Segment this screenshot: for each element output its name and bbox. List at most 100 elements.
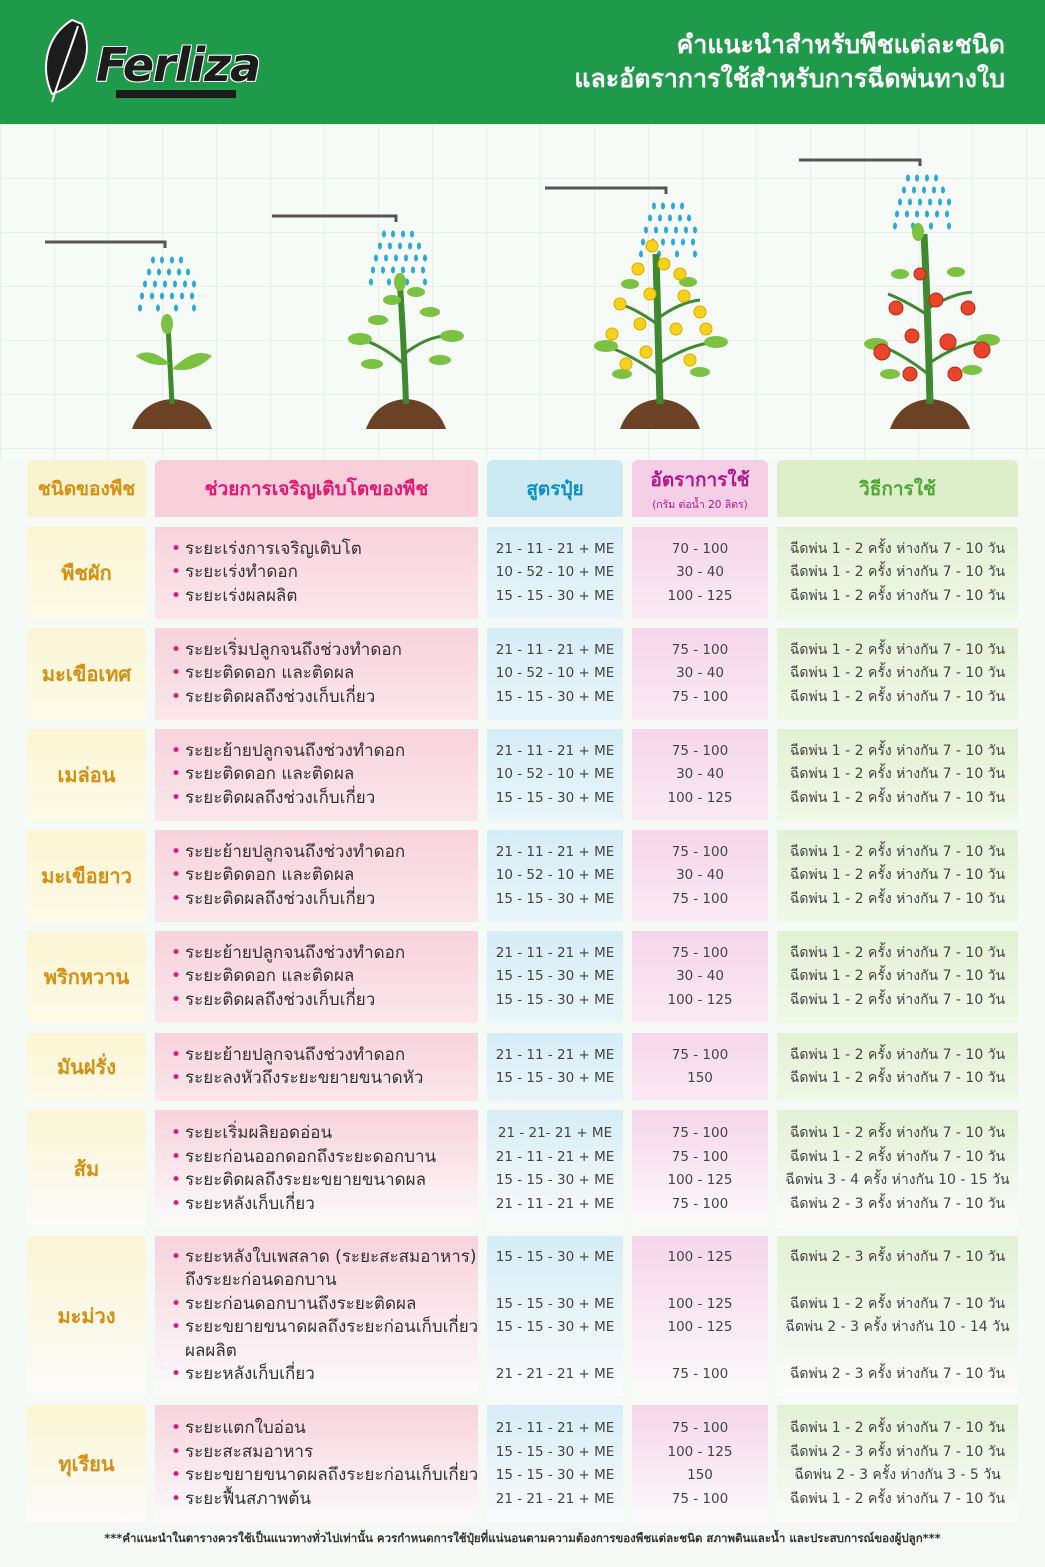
formula-value: 15 - 15 - 30 + ME [495,1467,615,1483]
header-formula: สูตรปุ๋ย [487,460,623,517]
method-value: ฉีดพ่น 1 - 2 ครั้ง ห่างกัน 7 - 10 วัน [789,1490,1006,1507]
stage-item: ระยะติดดอก และติดผล [171,662,478,686]
stage-item: ระยะเริ่มผลิยอดอ่อน [171,1122,478,1146]
rate-value: 30 - 40 [676,968,724,985]
formula-value: 15 - 15 - 30 + ME [495,968,615,985]
cell-formulas: 21 - 11 - 21 + ME 15 - 15 - 30 + ME 15 - 1… [487,1405,623,1523]
stage-item: ระยะลงหัวถึงระยะขยายขนาดหัว [171,1067,478,1091]
rate-value: 30 - 40 [676,766,724,783]
rate-value: 100 - 125 [667,1172,733,1188]
brand-logo: Ferliza [38,16,261,108]
stage-item: ระยะหลังใบเพสลาด (ระยะสะสมอาหาร) [171,1246,478,1270]
cell-formulas: 21 - 11 - 21 + ME 15 - 15 - 30 + ME 15 - 1… [487,931,623,1023]
method-value: ฉีดพ่น 3 - 4 ครั้ง ห่างกัน 10 - 15 วัน [785,1172,1010,1188]
stage-item: ระยะติดดอก และติดผล [171,864,478,888]
crop-name: มะเขือเทศ [41,662,132,686]
formula-value: 21 - 21- 21 + ME [497,1125,613,1141]
cell-methods: ฉีดพ่น 1 - 2 ครั้ง ห่างกัน 7 - 10 วันฉีด… [777,628,1018,720]
cell-crop: พริกหวาน [27,931,146,1023]
method-value: ฉีดพ่น 2 - 3 ครั้ง ห่างกัน 7 - 10 วัน [789,1366,1006,1382]
method-value: ฉีดพ่น 1 - 2 ครั้ง ห่างกัน 7 - 10 วัน [789,688,1006,705]
rate-value: 150 [687,1467,713,1483]
rate-value: 75 - 100 [671,1366,729,1382]
crop-name: มะเขือยาว [41,864,132,888]
method-value: ฉีดพ่น 1 - 2 ครั้ง ห่างกัน 7 - 10 วัน [789,766,1006,783]
stage-item: ระยะก่อนดอกบานถึงระยะติดผล [171,1293,478,1317]
cell-formulas: 21 - 11 - 21 + ME 10 - 52 - 10 + ME 15 - 1… [487,527,623,619]
rate-value: 100 - 125 [667,991,733,1008]
stage-item: ระยะฟื้นสภาพต้น [171,1488,478,1512]
method-value: ฉีดพ่น 1 - 2 ครั้ง ห่างกัน 7 - 10 วัน [789,1420,1006,1436]
cell-stages: ระยะย้ายปลูกจนถึงช่วงทำดอกระยะติดดอก และ… [155,931,478,1023]
crop-name: มะม่วง [57,1304,116,1328]
cell-methods: ฉีดพ่น 1 - 2 ครั้ง ห่างกัน 7 - 10 วันฉีด… [777,830,1018,922]
rate-value: 30 - 40 [676,665,724,682]
formula-value: 21 - 11 - 21 + ME [495,944,615,961]
header-rate-label: อัตราการใช้ [650,468,750,491]
method-value: ฉีดพ่น 1 - 2 ครั้ง ห่างกัน 7 - 10 วัน [789,843,1006,860]
method-value: ฉีดพ่น 1 - 2 ครั้ง ห่างกัน 7 - 10 วัน [789,1046,1006,1063]
method-value: ฉีดพ่น 1 - 2 ครั้ง ห่างกัน 7 - 10 วัน [789,641,1006,658]
method-value: ฉีดพ่น 1 - 2 ครั้ง ห่างกัน 7 - 10 วัน [789,890,1006,907]
leaf-icon [45,18,88,103]
rate-value: 75 - 100 [671,1046,729,1063]
stage-item: ระยะขยายขนาดผลถึงระยะก่อนเก็บเกี่ยว [171,1464,478,1488]
stage-item: ระยะแตกใบอ่อน [171,1417,478,1441]
cell-formulas: 21 - 11 - 21 + ME 10 - 52 - 10 + ME 15 - 1… [487,729,623,821]
cell-crop: พืชผัก [27,527,146,619]
cell-formulas: 21 - 11 - 21 + ME 10 - 52 - 10 + ME 15 - 1… [487,830,623,922]
crop-name: เมล่อน [57,763,116,787]
growth-stages-graphic [45,158,1000,429]
cell-crop: มะม่วง [27,1236,146,1396]
cell-rates: 70 - 100 30 - 40 100 - 125 [632,527,768,619]
method-value: ฉีดพ่น 1 - 2 ครั้ง ห่างกัน 7 - 10 วัน [789,564,1006,581]
rate-value: 75 - 100 [671,1195,729,1212]
method-value: ฉีดพ่น 1 - 2 ครั้ง ห่างกัน 7 - 10 วัน [789,789,1006,806]
footnote: ***คำแนะนำในตารางควรใช้เป็นแนวทางทั่วไปเ… [104,1531,941,1545]
rate-value: 100 - 125 [667,1295,733,1312]
rate-value: 75 - 100 [671,641,729,658]
brand-name: Ferliza [96,38,261,92]
formula-value: 15 - 15 - 30 + ME [495,991,615,1008]
formula-value: 10 - 52 - 10 + ME [495,665,615,682]
cell-rates: 75 - 100 30 - 40 75 - 100 [632,628,768,720]
cell-crop: ส้ม [27,1110,146,1228]
stage-item: ถึงระยะก่อนดอกบาน [185,1270,337,1290]
rate-value: 100 - 125 [667,1248,733,1265]
cell-rates: 75 - 100 30 - 40 100 - 125 [632,729,768,821]
cell-methods: ฉีดพ่น 1 - 2 ครั้ง ห่างกัน 7 - 10 วัน ฉีด… [777,527,1018,619]
formula-value: 21 - 11 - 21 + ME [495,1046,615,1063]
formula-value: 21 - 11 - 21 + ME [495,641,615,658]
rate-value: 75 - 100 [671,688,729,705]
formula-value: 15 - 15 - 30 + ME [495,890,615,907]
method-value: ฉีดพ่น 1 - 2 ครั้ง ห่างกัน 7 - 10 วัน [789,1125,1006,1141]
young-plant-stage [272,214,464,429]
rate-value: 30 - 40 [676,867,724,884]
stage-item: ระยะย้ายปลูกจนถึงช่วงทำดอก [171,942,478,966]
method-value: ฉีดพ่น 1 - 2 ครั้ง ห่างกัน 7 - 10 วัน [789,944,1006,961]
cell-rates: 75 - 100 30 - 40 75 - 100 [632,830,768,922]
header-stage-label: ช่วยการเจริญเติบโตของพืช [204,477,429,500]
cell-crop: มะเขือเทศ [27,628,146,720]
rate-value: 75 - 100 [671,890,729,907]
stage-item: ระยะย้ายปลูกจนถึงช่วงทำดอก [171,1044,478,1068]
cell-methods: ฉีดพ่น 2 - 3 ครั้ง ห่างกัน 7 - 10 วัน ฉีด… [777,1236,1018,1396]
rate-value: 70 - 100 [671,540,729,557]
stage-item: ระยะติดผลถึงระยะขยายขนาดผล [171,1169,478,1193]
formula-value: 21 - 11 - 21 + ME [495,1195,615,1212]
formula-value: 10 - 52 - 10 + ME [495,766,615,783]
crop-name: พืชผัก [61,561,112,585]
rate-value: 75 - 100 [671,843,729,860]
stage-item: ระยะติดผลถึงช่วงเก็บเกี่ยว [171,888,478,912]
plant-growth-illustration [0,124,1045,460]
header-rate-sub: (กรัม ต่อน้ำ 20 ลิตร) [652,498,748,511]
rate-value: 100 - 125 [667,789,733,806]
formula-value: 21 - 11 - 21 + ME [495,843,615,860]
cell-methods: ฉีดพ่น 1 - 2 ครั้ง ห่างกัน 7 - 10 วันฉีด… [777,931,1018,1023]
cell-stages: ระยะเริ่มผลิยอดอ่อนระยะก่อนออกดอกถึงระยะ… [155,1110,478,1228]
cell-crop: ทุเรียน [27,1405,146,1523]
method-value: ฉีดพ่น 1 - 2 ครั้ง ห่างกัน 7 - 10 วัน [789,968,1006,985]
page-title: คำแนะนำสำหรับพืชแต่ละชนิด และอัตราการใช้… [574,28,1005,96]
rate-value: 100 - 125 [667,587,733,604]
cell-rates: 75 - 100 150 [632,1033,768,1101]
